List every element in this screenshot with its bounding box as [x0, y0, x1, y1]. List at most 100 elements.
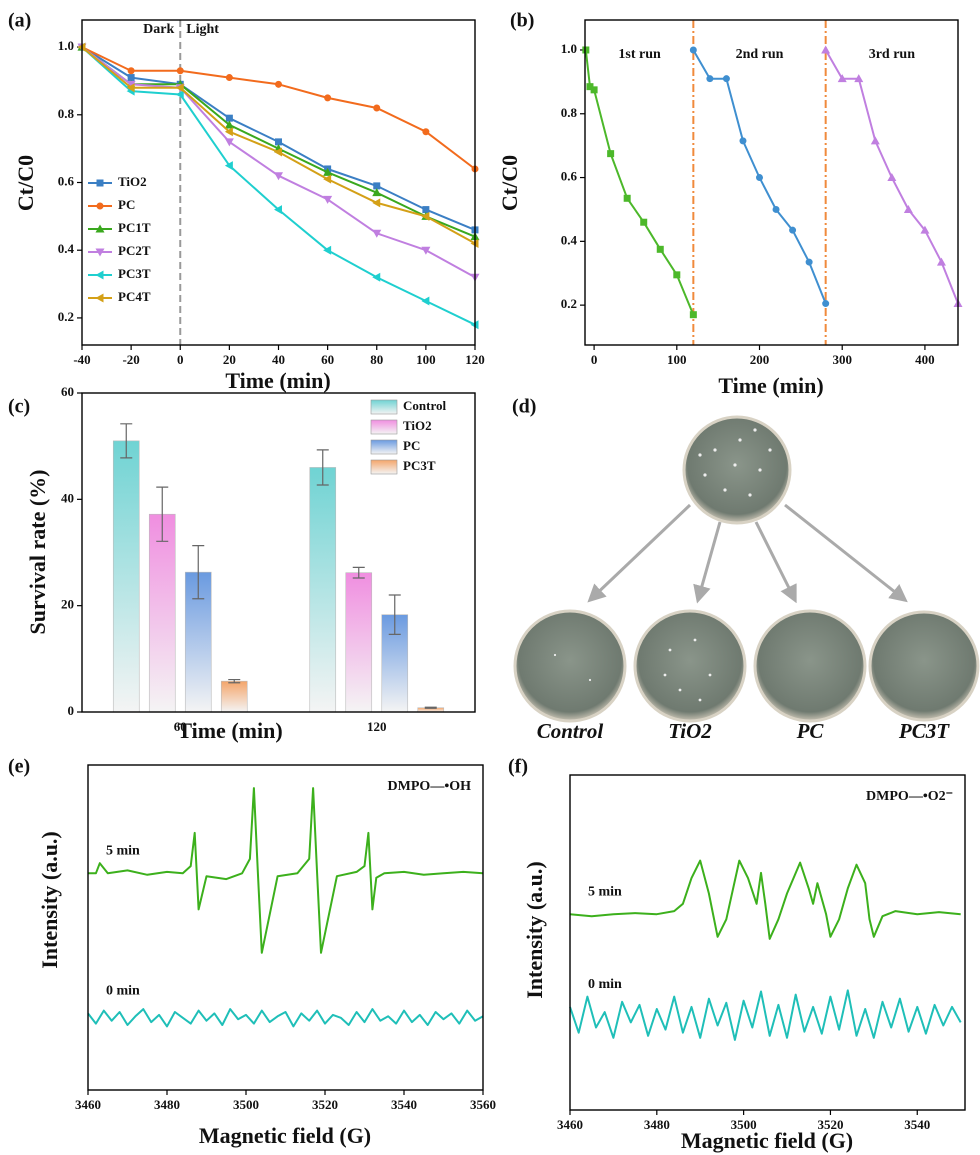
bar — [220, 680, 248, 713]
annotation: Light — [186, 22, 219, 37]
x-axis-title: Time (min) — [225, 368, 330, 393]
point — [936, 257, 946, 266]
legend-swatch — [370, 399, 398, 415]
legend-marker — [95, 270, 104, 280]
legend-label: TiO2 — [118, 174, 147, 189]
error-bar — [352, 566, 365, 579]
point — [175, 89, 184, 99]
arrow — [693, 521, 722, 604]
point — [275, 80, 283, 88]
error-bar — [388, 594, 401, 635]
series-label: 3rd run — [869, 47, 916, 62]
colonies — [553, 428, 772, 702]
error-bar — [192, 544, 205, 600]
dish-label: TiO2 — [668, 719, 712, 743]
point — [127, 67, 135, 75]
point — [323, 245, 332, 255]
y-tick-label: 0.2 — [58, 309, 74, 324]
legend-marker — [96, 179, 104, 187]
point — [372, 229, 382, 238]
point — [805, 258, 813, 266]
x-axis-title: Time (min) — [177, 718, 282, 743]
x-tick-label: 3480 — [644, 1117, 670, 1132]
point — [689, 311, 697, 319]
legend-label: TiO2 — [403, 418, 432, 433]
x-tick-label: -20 — [122, 352, 139, 367]
point — [175, 83, 184, 93]
error-bar — [228, 678, 241, 684]
error-bar — [156, 486, 169, 542]
point — [421, 246, 431, 255]
legend-label: PC1T — [118, 220, 151, 235]
point — [323, 195, 333, 204]
x-axis-title: Magnetic field (G) — [681, 1128, 853, 1153]
point — [920, 225, 930, 234]
y-tick-label: 40 — [61, 490, 74, 505]
x-tick-label: 60 — [321, 352, 334, 367]
point — [372, 198, 381, 208]
series-label: 0 min — [106, 984, 140, 999]
petri-dish — [633, 609, 747, 723]
point — [422, 206, 430, 214]
chart: (b) Time (min) Ct/C0 0 100 200 300 400 0.2 0.4 0.6… — [497, 10, 963, 398]
point — [689, 46, 697, 54]
point — [903, 204, 913, 213]
x-tick-label: 3520 — [817, 1117, 843, 1132]
annotation: DMPO—•OH — [388, 779, 472, 794]
x-tick-label: 3460 — [557, 1117, 583, 1132]
x-tick-label: 60 — [174, 719, 187, 734]
y-tick-label: 20 — [61, 597, 74, 612]
bar — [345, 572, 373, 713]
y-axis-title: Ct/C0 — [13, 155, 38, 211]
chart: (e) Magnetic field (G) Intensity (a.u.) 346… — [8, 756, 496, 1148]
panel-label: (c) — [8, 396, 30, 418]
series-label: 1st run — [618, 47, 661, 62]
point — [756, 174, 764, 182]
y-tick-label: 0.6 — [58, 173, 75, 188]
y-axis-title: Intensity (a.u.) — [37, 831, 62, 969]
point — [582, 46, 590, 54]
point — [640, 218, 648, 226]
error-bar — [120, 423, 133, 459]
arrow — [784, 503, 908, 603]
x-tick-label: 3500 — [233, 1097, 259, 1112]
legend-swatch — [370, 459, 398, 475]
point — [870, 136, 880, 145]
legend-label: PC2T — [118, 243, 151, 258]
series-line — [88, 787, 484, 954]
x-tick-label: 3540 — [391, 1097, 417, 1112]
dish-label: Control — [537, 719, 604, 743]
y-axis-title: Survival rate (%) — [25, 470, 50, 635]
x-tick-label: 100 — [416, 352, 436, 367]
bar — [148, 513, 176, 713]
point — [225, 74, 233, 82]
point — [176, 67, 184, 75]
legend-marker — [95, 248, 105, 257]
x-tick-label: -40 — [73, 352, 90, 367]
point — [127, 74, 135, 82]
x-tick-label: 3540 — [904, 1117, 930, 1132]
x-tick-label: 120 — [367, 719, 387, 734]
legend-swatch — [370, 439, 398, 455]
y-tick-label: 0.4 — [561, 232, 578, 247]
plot-frame — [569, 774, 966, 1111]
dish-label: PC3T — [898, 719, 950, 743]
x-tick-label: 100 — [667, 352, 687, 367]
error-bar — [316, 449, 329, 486]
point — [126, 83, 135, 93]
chart: (c) Time (min) Survival rate (%) 0 20 40 60 60 1… — [8, 384, 476, 743]
point — [323, 174, 332, 184]
point — [372, 188, 382, 197]
annotation: DMPO—•O2⁻ — [866, 789, 953, 804]
series-line — [569, 989, 962, 1041]
point — [590, 86, 598, 94]
y-axis-title: Intensity (a.u.) — [522, 861, 547, 999]
point — [274, 205, 282, 215]
point — [421, 211, 430, 221]
y-tick-label: 1.0 — [561, 41, 577, 56]
point — [225, 114, 233, 122]
x-tick-label: 3500 — [731, 1117, 757, 1132]
point — [772, 205, 780, 213]
x-tick-label: 3560 — [470, 1097, 496, 1112]
